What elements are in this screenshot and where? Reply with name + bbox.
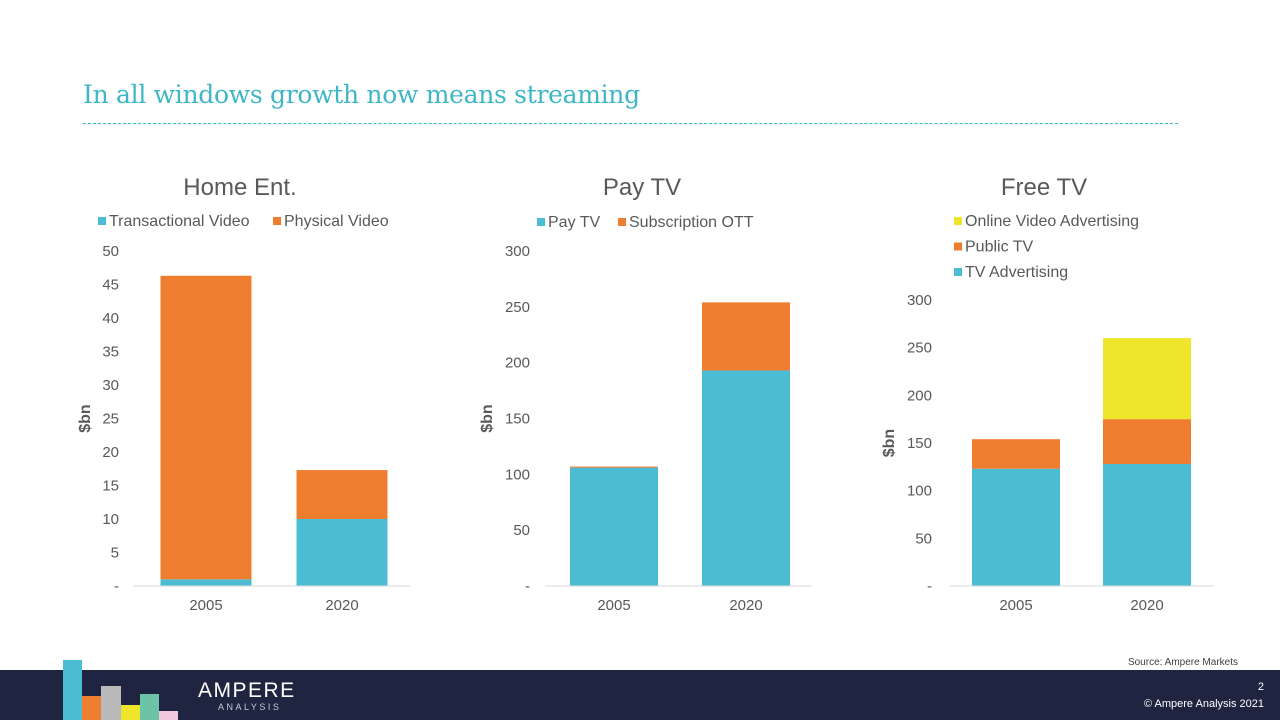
y-tick-label: 250: [505, 299, 530, 316]
title-divider: [83, 123, 1178, 124]
y-tick-label: 25: [102, 411, 119, 428]
y-tick-label: 30: [102, 377, 119, 394]
legend-label: Subscription OTT: [629, 214, 754, 231]
x-tick-label: 2005: [597, 597, 630, 614]
bar-segment: [570, 466, 658, 468]
legend-label: Transactional Video: [109, 213, 250, 230]
bar-segment: [296, 519, 388, 586]
x-tick-label: 2005: [189, 597, 222, 614]
x-tick-label: 2020: [729, 597, 762, 614]
bar-segment: [160, 275, 252, 580]
source-note: Source: Ampere Markets: [1127, 657, 1238, 668]
y-axis-label: $bn: [881, 429, 898, 457]
legend-swatch: [273, 217, 281, 225]
brand-name: AMPERE: [198, 679, 296, 702]
legend-label: TV Advertising: [965, 264, 1068, 281]
y-tick-label: 35: [102, 344, 119, 361]
y-tick-label: -: [114, 578, 119, 595]
chart-title: Home Ent.: [183, 174, 296, 201]
y-tick-label: 200: [505, 355, 530, 372]
y-tick-label: 50: [915, 530, 932, 547]
footer-bar: [0, 670, 1280, 720]
y-tick-label: 10: [102, 511, 119, 528]
bar-segment: [1103, 463, 1191, 586]
y-tick-label: 50: [513, 522, 530, 539]
bar-segment: [570, 467, 658, 586]
x-tick-label: 2020: [1130, 597, 1163, 614]
bar-segment: [702, 370, 790, 586]
y-tick-label: 40: [102, 310, 119, 327]
legend-label: Pay TV: [548, 214, 601, 231]
legend-swatch: [537, 218, 545, 226]
y-tick-label: -: [927, 578, 932, 595]
brand-subtitle: ANALYSIS: [218, 702, 282, 712]
y-tick-label: 20: [102, 444, 119, 461]
copyright: © Ampere Analysis 2021: [1143, 698, 1264, 710]
chart-title: Free TV: [1001, 174, 1087, 201]
y-tick-label: 250: [907, 340, 932, 357]
bar-segment: [160, 579, 252, 586]
bar-segment: [1103, 419, 1191, 464]
legend-label: Physical Video: [284, 213, 389, 230]
legend-label: Public TV: [965, 239, 1034, 256]
y-tick-label: 300: [505, 243, 530, 260]
legend-label: Online Video Advertising: [965, 213, 1139, 230]
bar-segment: [1103, 338, 1191, 420]
x-tick-label: 2020: [325, 597, 358, 614]
y-tick-label: 15: [102, 478, 119, 495]
legend-swatch: [98, 217, 106, 225]
y-tick-label: -: [525, 578, 530, 595]
bar-segment: [972, 468, 1060, 586]
y-tick-label: 100: [907, 483, 932, 500]
bar-segment: [702, 302, 790, 371]
legend-swatch: [954, 242, 962, 251]
y-tick-label: 45: [102, 277, 119, 294]
slide-title: In all windows growth now means streamin…: [83, 80, 640, 109]
legend-swatch: [954, 268, 962, 276]
y-tick-label: 300: [907, 292, 932, 309]
y-tick-label: 50: [102, 243, 119, 260]
bar-segment: [972, 439, 1060, 469]
legend-swatch: [618, 218, 626, 226]
legend-swatch: [954, 217, 962, 225]
chart-title: Pay TV: [603, 174, 681, 201]
y-axis-label: $bn: [77, 404, 94, 432]
y-tick-label: 150: [505, 411, 530, 428]
page-number: 2: [1257, 681, 1264, 693]
x-tick-label: 2005: [999, 597, 1032, 614]
y-tick-label: 200: [907, 387, 932, 404]
bar-segment: [296, 470, 388, 519]
y-tick-label: 5: [111, 545, 119, 562]
y-axis-label: $bn: [479, 404, 496, 432]
y-tick-label: 100: [505, 466, 530, 483]
y-tick-label: 150: [907, 435, 932, 452]
